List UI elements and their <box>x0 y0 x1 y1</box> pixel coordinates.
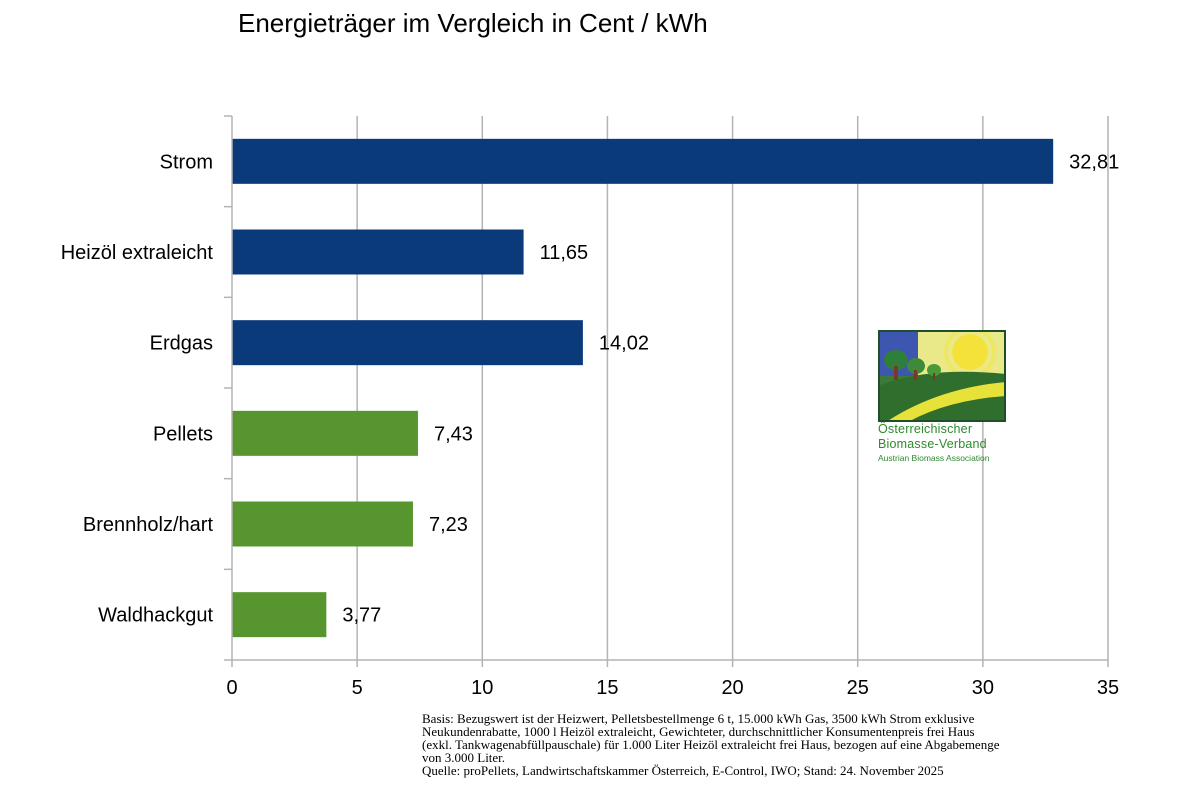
footnote-line: Quelle: proPellets, Landwirtschaftskamme… <box>422 763 944 778</box>
bars <box>232 138 1054 638</box>
bar <box>232 501 413 547</box>
value-label: 3,77 <box>342 605 381 627</box>
footnote-line: (exkl. Tankwagenabfüllpauschale) für 1.0… <box>422 737 1000 752</box>
x-tick-label: 30 <box>972 677 994 699</box>
logo-text-line1: Österreichischer <box>878 422 973 436</box>
value-label: 7,43 <box>434 423 473 445</box>
labels: 0 5 10 15 20 25 30 35 Strom 32,81 Heizöl extraleic… <box>61 151 1120 699</box>
footnote-line: von 3.000 Liter. <box>422 750 506 765</box>
category-label: Brennholz/hart <box>83 514 214 536</box>
x-tick-label: 25 <box>847 677 869 699</box>
category-label: Waldhackgut <box>98 605 213 627</box>
value-label: 11,65 <box>540 242 589 264</box>
x-tick-label: 5 <box>352 677 363 699</box>
category-label: Erdgas <box>150 333 213 355</box>
footnote-line: Basis: Bezugswert ist der Heizwert, Pell… <box>422 711 975 726</box>
value-label: 14,02 <box>599 333 649 355</box>
bar <box>232 229 524 275</box>
bar <box>232 320 583 366</box>
logo-landscape-icon <box>878 330 1006 422</box>
value-label: 7,23 <box>429 514 468 536</box>
axes <box>224 115 1109 667</box>
x-tick-label: 20 <box>721 677 743 699</box>
logo-text-line2: Biomasse-Verband <box>878 437 987 451</box>
x-tick-label: 15 <box>596 677 618 699</box>
bar <box>232 592 327 638</box>
bar <box>232 138 1054 184</box>
x-tick-label: 0 <box>226 677 237 699</box>
category-label: Pellets <box>153 423 213 445</box>
chart-title: Energieträger im Vergleich in Cent / kWh <box>238 8 708 38</box>
footnote: Basis: Bezugswert ist der Heizwert, Pell… <box>422 712 1122 777</box>
bar <box>232 410 418 456</box>
x-tick-label: 35 <box>1097 677 1119 699</box>
category-label: Strom <box>160 151 213 173</box>
category-label: Heizöl extraleicht <box>61 242 214 264</box>
biomasse-verband-logo: Österreichischer Biomasse-Verband Austri… <box>878 330 1010 464</box>
x-tick-label: 10 <box>471 677 493 699</box>
value-label: 32,81 <box>1069 151 1119 173</box>
footnote-line: Neukundenrabatte, 1000 l Heizöl extralei… <box>422 724 975 739</box>
logo-text-line3: Austrian Biomass Association <box>878 453 990 463</box>
